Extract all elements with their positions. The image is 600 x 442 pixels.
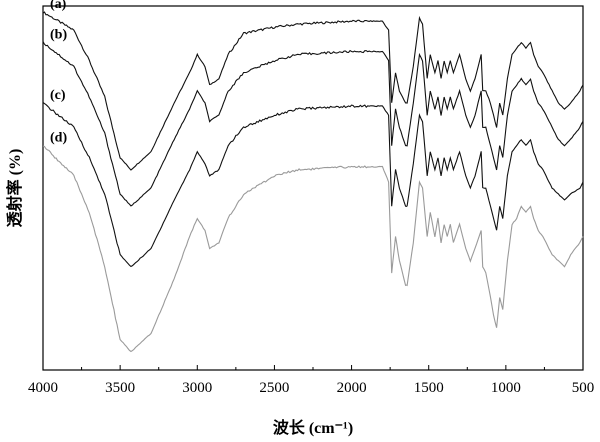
x-tick-label: 2500 <box>259 380 289 396</box>
curve-labels: (a) (b) (c) (d) <box>50 0 67 146</box>
plot-frame <box>42 5 584 371</box>
x-tick-label: 3000 <box>182 380 212 396</box>
x-tick-label: 1000 <box>491 380 521 396</box>
series-line-b <box>42 41 584 207</box>
x-tick-label: 1500 <box>414 380 444 396</box>
x-tick-label: 4000 <box>28 380 58 396</box>
y-axis-label: 透射率 (%) <box>5 149 24 228</box>
x-tick-label: 500 <box>572 380 595 396</box>
curve-label-c: (c) <box>50 88 66 103</box>
series-line-c <box>42 101 584 268</box>
x-axis-ticks: 4000 3500 3000 2500 2000 1500 1000 500 <box>28 365 594 396</box>
curve-label-a: (a) <box>50 0 67 12</box>
x-tick-label: 3500 <box>105 380 135 396</box>
curve-label-b: (b) <box>50 27 67 42</box>
series-layer <box>42 11 584 353</box>
x-axis-label: 波长 (cm⁻¹) <box>273 418 353 437</box>
curve-label-d: (d) <box>50 131 67 146</box>
series-line-d <box>42 145 584 353</box>
x-tick-label: 2000 <box>337 380 367 396</box>
series-line-a <box>42 11 584 171</box>
